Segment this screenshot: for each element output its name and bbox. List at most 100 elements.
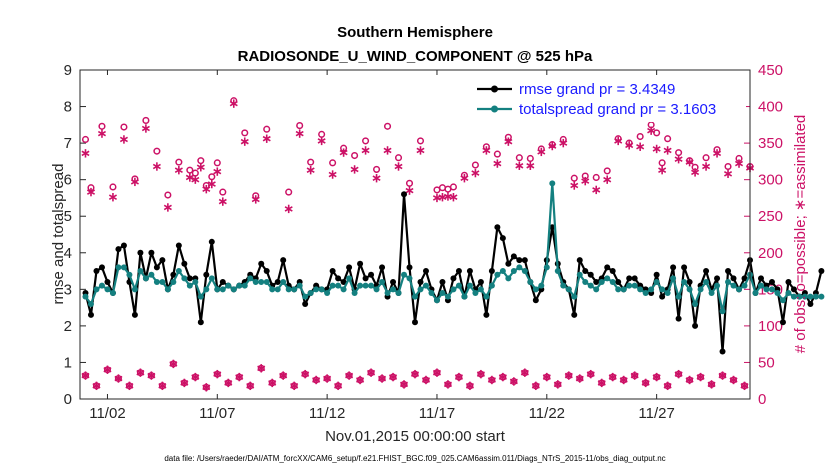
obs-assimilated-point-low — [323, 374, 332, 383]
x-tick-label: 11/17 — [419, 405, 455, 422]
obs-assimilated-point-low — [564, 371, 573, 380]
series-point-totalspread — [203, 286, 210, 293]
obs-assimilated-point-low — [663, 381, 672, 391]
series-point-totalspread — [714, 282, 721, 289]
series-point-totalspread — [362, 282, 369, 289]
series-point-totalspread — [181, 275, 188, 282]
obs-assimilated-point — [163, 203, 172, 212]
series-point-rmse — [87, 311, 94, 318]
series-point-rmse — [631, 275, 638, 282]
obs-possible-point — [219, 188, 227, 196]
series-point-rmse — [450, 275, 457, 282]
obs-assimilated-point — [493, 159, 502, 168]
obs-possible-point — [405, 179, 414, 187]
obs-assimilated-point-low — [608, 372, 617, 382]
obs-assimilated-point-low — [619, 375, 628, 385]
obs-assimilated-point-low — [586, 369, 595, 379]
obs-possible-point — [175, 158, 183, 166]
series-point-totalspread — [593, 286, 600, 293]
x-tick-label: 11/22 — [529, 405, 565, 422]
obs-possible-point — [208, 173, 216, 181]
series-point-totalspread — [335, 282, 342, 289]
series-point-rmse — [153, 264, 160, 271]
obs-assimilated-point — [251, 195, 260, 204]
series-point-totalspread — [214, 286, 221, 293]
y-right-tick-label: 200 — [758, 245, 783, 262]
legend: rmse grand pr = 3.4349 totalspread grand … — [470, 76, 746, 122]
obs-assimilated-point-low — [718, 371, 727, 380]
series-point-totalspread — [296, 282, 303, 289]
series-point-rmse — [626, 275, 633, 282]
series-point-totalspread — [461, 293, 468, 300]
series-point-totalspread — [538, 282, 545, 289]
y-right-axis-label: # of obs: o=possible; ∗=assimilated — [792, 115, 809, 354]
obs-possible-point — [664, 135, 672, 143]
series-point-totalspread — [109, 289, 116, 296]
obs-assimilated-point-low — [696, 372, 705, 382]
obs-possible-point — [307, 158, 315, 166]
series-point-totalspread — [395, 289, 402, 296]
y-right-tick-label: 0 — [758, 391, 766, 408]
series-point-totalspread — [565, 286, 572, 293]
series-point-rmse — [703, 268, 710, 275]
obs-assimilated-point-low — [367, 368, 376, 377]
obs-assimilated-point — [504, 137, 513, 146]
series-point-totalspread — [532, 286, 539, 293]
obs-assimilated-point-low — [147, 371, 156, 380]
series-point-totalspread — [554, 268, 561, 275]
obs-possible-point — [603, 167, 611, 175]
obs-possible-point — [383, 122, 392, 130]
series-point-totalspread — [406, 275, 413, 282]
obs-assimilated-point — [130, 177, 139, 187]
series-point-rmse — [379, 264, 386, 271]
obs-assimilated-point-low — [378, 374, 387, 383]
obs-assimilated-point-low — [213, 369, 222, 379]
series-point-rmse — [131, 311, 138, 318]
obs-assimilated-point-low — [92, 381, 101, 391]
obs-assimilated-point — [317, 136, 326, 146]
series-point-rmse — [186, 275, 193, 282]
obs-assimilated-point — [526, 161, 535, 170]
obs-assimilated-point — [625, 141, 634, 150]
obs-assimilated-point — [361, 146, 370, 155]
obs-assimilated-point — [372, 174, 381, 183]
series-point-totalspread — [236, 282, 243, 289]
obs-assimilated-point — [559, 138, 568, 148]
obs-assimilated-point-low — [575, 374, 584, 383]
obs-assimilated-point — [652, 144, 661, 154]
obs-assimilated-point — [328, 170, 337, 179]
y-right-tick-label: 400 — [758, 99, 783, 116]
series-point-totalspread — [241, 282, 248, 289]
y-right-tick-label: 100 — [758, 318, 783, 335]
series-point-totalspread — [439, 289, 446, 296]
series-point-rmse — [417, 279, 424, 286]
series-point-rmse — [681, 264, 688, 271]
y-tick-label: 9 — [64, 62, 72, 79]
series-point-rmse — [779, 319, 786, 326]
series-point-rmse — [587, 271, 594, 278]
series-point-rmse — [818, 268, 825, 275]
obs-assimilated-point-low — [290, 381, 299, 391]
series-point-totalspread — [428, 289, 435, 296]
series-point-totalspread — [626, 282, 633, 289]
obs-possible-point — [142, 116, 150, 124]
series-point-totalspread — [763, 286, 770, 293]
series-point-totalspread — [818, 293, 825, 300]
obs-assimilated-point-low — [542, 372, 551, 382]
obs-assimilated-point-low — [729, 375, 738, 385]
obs-assimilated-point — [603, 175, 612, 184]
obs-assimilated-point — [339, 148, 348, 157]
y-tick-label: 5 — [64, 208, 72, 225]
obs-assimilated-point-low — [498, 372, 507, 382]
obs-assimilated-point — [713, 149, 722, 158]
series-point-rmse — [208, 238, 215, 245]
series-point-totalspread — [274, 286, 281, 293]
series-point-totalspread — [368, 282, 375, 289]
obs-assimilated-point-low — [388, 372, 398, 382]
obs-assimilated-point-low — [180, 378, 189, 388]
series-point-totalspread — [692, 300, 699, 307]
series-point-totalspread — [126, 271, 133, 278]
obs-possible-point — [109, 183, 117, 191]
series-point-totalspread — [774, 289, 781, 296]
